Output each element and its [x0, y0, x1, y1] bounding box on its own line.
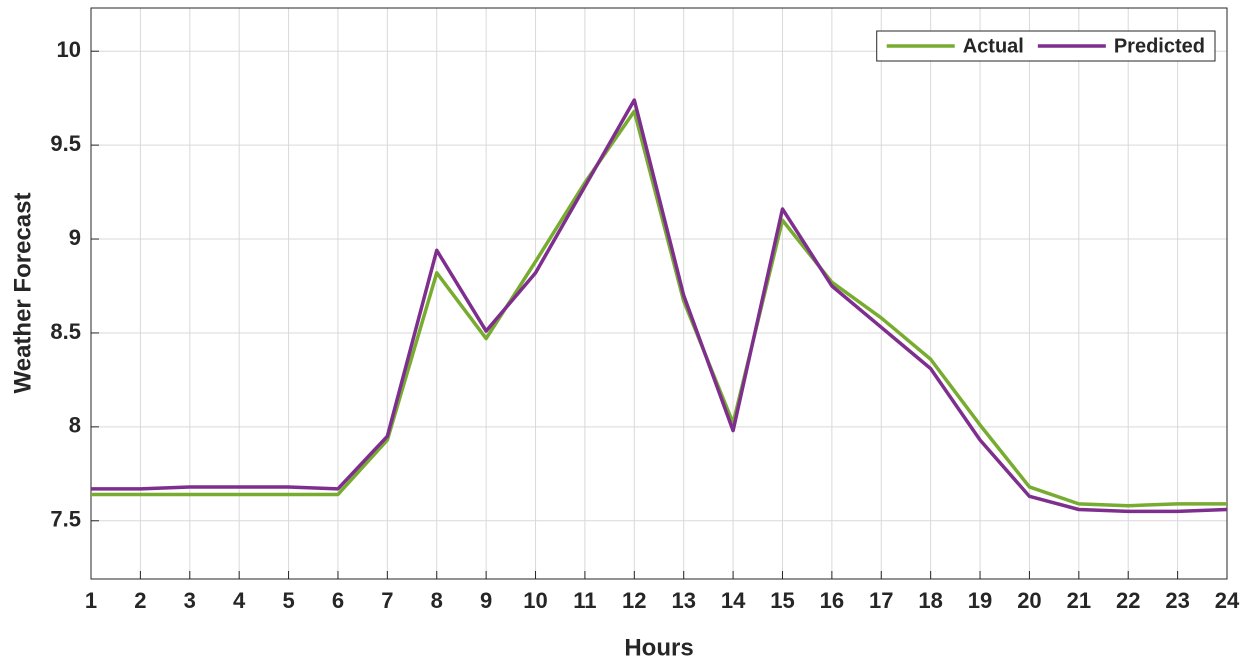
y-tick-label: 10 [57, 37, 81, 62]
x-tick-label: 11 [573, 588, 596, 613]
legend-label: Predicted [1114, 35, 1205, 57]
y-axis-label: Weather Forecast [9, 193, 36, 394]
x-tick-label: 17 [869, 588, 893, 613]
y-tick-label: 9 [69, 225, 81, 250]
x-tick-label: 15 [770, 588, 794, 613]
x-tick-label: 6 [332, 588, 344, 613]
x-tick-label: 24 [1215, 588, 1240, 613]
x-tick-label: 9 [480, 588, 492, 613]
x-tick-label: 21 [1067, 588, 1091, 613]
x-tick-label: 10 [523, 588, 547, 613]
x-tick-label: 5 [282, 588, 294, 613]
x-tick-label: 16 [820, 588, 844, 613]
x-tick-label: 8 [431, 588, 443, 613]
x-tick-label: 3 [184, 588, 196, 613]
legend-label: Actual [963, 35, 1024, 57]
x-tick-label: 4 [233, 588, 246, 613]
legend: Actual Predicted [876, 30, 1216, 62]
x-tick-label: 1 [85, 588, 97, 613]
x-axis-label: Hours [624, 634, 693, 661]
x-tick-label: 20 [1017, 588, 1041, 613]
x-tick-label: 19 [968, 588, 992, 613]
y-tick-label: 9.5 [50, 131, 81, 156]
legend-item: Predicted [1037, 35, 1205, 57]
y-tick-label: 8 [69, 413, 81, 438]
x-tick-label: 22 [1116, 588, 1140, 613]
x-tick-label: 23 [1165, 588, 1189, 613]
x-tick-label: 2 [134, 588, 146, 613]
x-tick-label: 14 [721, 588, 746, 613]
plot-frame [90, 7, 1228, 580]
x-tick-label: 12 [622, 588, 646, 613]
x-tick-label: 18 [918, 588, 942, 613]
x-tick-label: 13 [671, 588, 695, 613]
x-tick-label: 7 [381, 588, 393, 613]
y-tick-label: 8.5 [50, 319, 81, 344]
data-line [91, 98, 1228, 514]
data-line [91, 109, 1227, 508]
y-tick-label: 7.5 [50, 507, 81, 532]
legend-item: Actual [886, 35, 1024, 57]
